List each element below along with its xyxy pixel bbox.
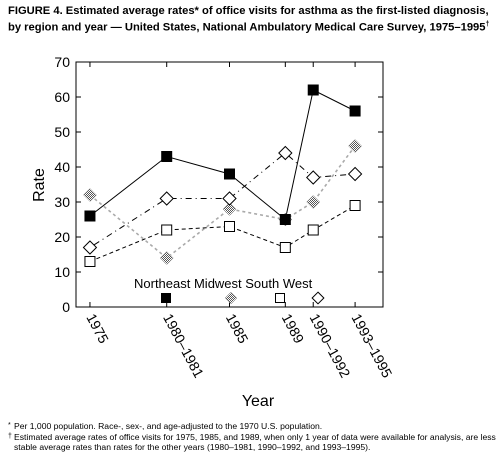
point-midwest-1 xyxy=(159,251,174,265)
point-south-5 xyxy=(349,200,361,211)
x-tick-label-1: 1980–1981 xyxy=(160,311,207,381)
point-northeast-4 xyxy=(307,84,319,96)
x-tick-label-2: 1985 xyxy=(223,311,252,346)
y-tick-label-7: 70 xyxy=(54,54,70,70)
footnote-1: * Per 1,000 population. Race-, sex-, and … xyxy=(8,421,496,432)
point-south-2 xyxy=(224,221,235,232)
x-axis-title: Year xyxy=(242,393,275,410)
point-northeast-0 xyxy=(84,210,96,222)
x-tick-label-5: 1993–1995 xyxy=(348,311,395,381)
y-tick-label-0: 0 xyxy=(62,299,70,315)
legend-marker-midwest xyxy=(224,291,238,305)
point-west-5 xyxy=(347,166,363,182)
x-tick-label-4: 1990–1992 xyxy=(307,311,354,381)
point-west-1 xyxy=(159,191,174,206)
legend-marker-northeast xyxy=(161,293,171,303)
footnotes: * Per 1,000 population. Race-, sex-, and … xyxy=(8,421,496,453)
legend-labels: Northeast Midwest South West xyxy=(134,276,313,291)
legend: Northeast Midwest South West xyxy=(134,276,325,305)
point-midwest-0 xyxy=(83,188,97,202)
y-tick-label-2: 20 xyxy=(54,229,70,245)
figure-title: FIGURE 4. Estimated average rates* of of… xyxy=(8,4,496,35)
point-west-3 xyxy=(278,145,293,161)
series-line-west xyxy=(89,152,356,248)
x-tick-label-3: 1989 xyxy=(279,311,308,346)
plot-frame xyxy=(75,61,384,308)
footnote-text: Per 1,000 population. Race-, sex-, and a… xyxy=(14,421,323,431)
y-axis-title: Rate xyxy=(31,168,48,202)
point-midwest-5 xyxy=(348,139,362,153)
point-west-2 xyxy=(222,191,237,206)
point-midwest-4 xyxy=(306,195,321,209)
footnote-text: Estimated average rates of office visits… xyxy=(14,431,496,453)
series-lines xyxy=(89,89,356,262)
point-south-1 xyxy=(161,224,173,236)
point-northeast-1 xyxy=(161,151,173,162)
y-tick-label-4: 40 xyxy=(54,159,70,175)
figure-title-text: FIGURE 4. Estimated average rates* of of… xyxy=(8,5,489,34)
legend-marker-west xyxy=(311,291,325,305)
y-tick-label-6: 60 xyxy=(54,89,70,105)
point-west-4 xyxy=(306,170,321,185)
x-tick-label-0: 1975 xyxy=(83,311,112,346)
point-midwest-2 xyxy=(222,202,237,216)
series-markers xyxy=(82,84,363,267)
point-northeast-5 xyxy=(349,105,361,117)
y-tick-label-1: 10 xyxy=(54,264,70,280)
footnote-mark: † xyxy=(8,432,12,440)
y-tick-label-3: 30 xyxy=(54,194,70,210)
point-west-0 xyxy=(82,240,98,255)
y-tick-label-5: 50 xyxy=(54,124,70,140)
series-line-northeast xyxy=(89,89,356,221)
point-south-3 xyxy=(279,242,291,253)
legend-marker-south xyxy=(275,293,285,303)
series-line-south xyxy=(89,205,356,262)
point-northeast-3 xyxy=(279,214,291,225)
footnote-mark: * xyxy=(8,422,11,429)
footnote-2: † Estimated average rates of office visit… xyxy=(8,432,496,453)
point-northeast-2 xyxy=(224,168,235,180)
point-south-4 xyxy=(307,224,319,236)
y-axis: 0 10 20 30 40 50 60 70 xyxy=(54,54,383,315)
title-footnote-mark: † xyxy=(485,21,490,28)
point-south-0 xyxy=(84,256,96,267)
